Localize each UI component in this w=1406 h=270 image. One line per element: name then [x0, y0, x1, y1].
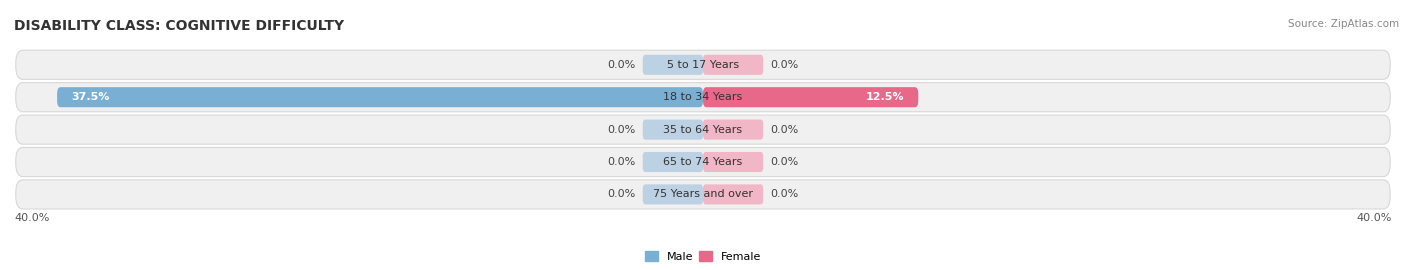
FancyBboxPatch shape [643, 184, 703, 204]
FancyBboxPatch shape [703, 120, 763, 140]
Text: 37.5%: 37.5% [70, 92, 110, 102]
Text: 40.0%: 40.0% [14, 213, 49, 223]
FancyBboxPatch shape [643, 152, 703, 172]
FancyBboxPatch shape [643, 120, 703, 140]
Text: 65 to 74 Years: 65 to 74 Years [664, 157, 742, 167]
Text: 40.0%: 40.0% [1357, 213, 1392, 223]
FancyBboxPatch shape [15, 147, 1391, 177]
Text: 35 to 64 Years: 35 to 64 Years [664, 124, 742, 135]
FancyBboxPatch shape [15, 115, 1391, 144]
Text: 0.0%: 0.0% [770, 157, 799, 167]
Text: 0.0%: 0.0% [770, 189, 799, 200]
Text: Source: ZipAtlas.com: Source: ZipAtlas.com [1288, 19, 1399, 29]
Text: 0.0%: 0.0% [607, 189, 636, 200]
Text: 0.0%: 0.0% [770, 124, 799, 135]
Text: 0.0%: 0.0% [607, 60, 636, 70]
FancyBboxPatch shape [15, 180, 1391, 209]
FancyBboxPatch shape [15, 83, 1391, 112]
Text: DISABILITY CLASS: COGNITIVE DIFFICULTY: DISABILITY CLASS: COGNITIVE DIFFICULTY [14, 19, 344, 33]
FancyBboxPatch shape [703, 184, 763, 204]
FancyBboxPatch shape [703, 55, 763, 75]
FancyBboxPatch shape [15, 50, 1391, 79]
FancyBboxPatch shape [58, 87, 703, 107]
Text: 18 to 34 Years: 18 to 34 Years [664, 92, 742, 102]
Text: 0.0%: 0.0% [607, 157, 636, 167]
Text: 0.0%: 0.0% [607, 124, 636, 135]
Text: 0.0%: 0.0% [770, 60, 799, 70]
Text: 12.5%: 12.5% [866, 92, 904, 102]
FancyBboxPatch shape [643, 55, 703, 75]
Text: 75 Years and over: 75 Years and over [652, 189, 754, 200]
FancyBboxPatch shape [703, 152, 763, 172]
FancyBboxPatch shape [703, 87, 918, 107]
Text: 5 to 17 Years: 5 to 17 Years [666, 60, 740, 70]
Legend: Male, Female: Male, Female [640, 247, 766, 266]
